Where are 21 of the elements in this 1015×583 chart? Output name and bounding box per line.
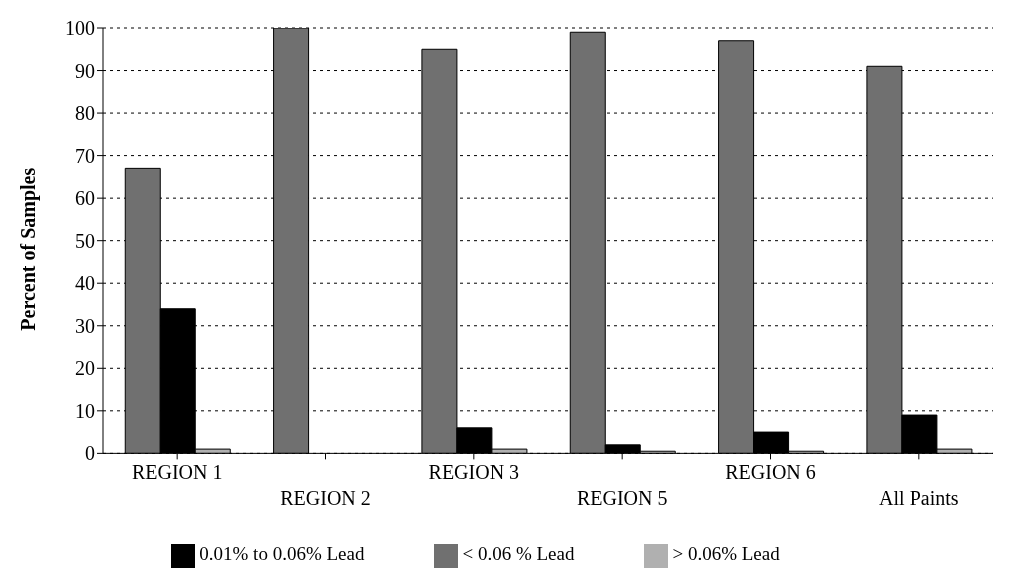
- legend-label: < 0.06 % Lead: [462, 543, 575, 565]
- y-tick-label: 0: [85, 442, 95, 465]
- legend-label: > 0.06% Lead: [672, 543, 780, 565]
- y-tick-label: 100: [65, 17, 95, 40]
- y-tick-label: 50: [75, 229, 95, 252]
- y-tick-label: 20: [75, 357, 95, 380]
- y-tick-label: 10: [75, 399, 95, 422]
- x-tick-label: REGION 3: [428, 461, 520, 484]
- y-tick-label: 30: [75, 314, 95, 337]
- x-tick-label: REGION 6: [725, 461, 816, 484]
- x-tick-label: All Paints: [879, 487, 959, 510]
- y-tick-label: 70: [75, 144, 95, 167]
- y-tick-label: 60: [75, 187, 95, 210]
- x-tick-label: REGION 2: [280, 487, 371, 510]
- y-tick-label: 90: [75, 59, 95, 82]
- legend-label: 0.01% to 0.06% Lead: [199, 543, 365, 565]
- y-axis-title: Percent of Samples: [17, 167, 41, 331]
- y-tick-label: 80: [75, 102, 95, 125]
- y-tick-label: 40: [75, 272, 95, 295]
- x-tick-label: REGION 1: [131, 461, 223, 484]
- x-tick-label: REGION 5: [576, 487, 668, 510]
